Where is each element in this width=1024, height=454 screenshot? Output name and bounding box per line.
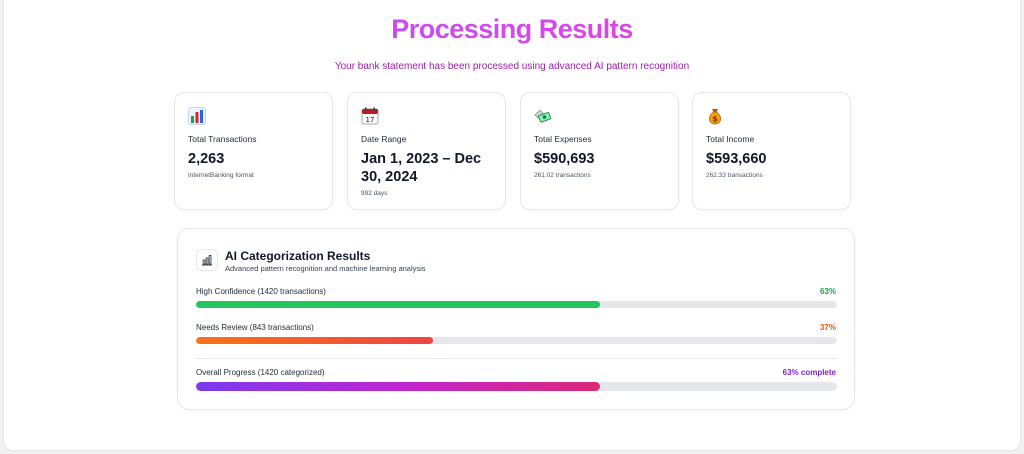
needs-review-label: Needs Review (843 transactions) bbox=[196, 323, 314, 332]
analytics-icon-box bbox=[196, 249, 218, 271]
high-confidence-progress-fill bbox=[196, 301, 600, 308]
section-description: Advanced pattern recognition and machine… bbox=[225, 264, 426, 273]
stat-value: Jan 1, 2023 – Dec 30, 2024 bbox=[361, 151, 482, 185]
svg-text:17: 17 bbox=[366, 116, 375, 124]
stat-card-total-expenses: Total Expenses $590,693 261.02 transacti… bbox=[520, 92, 679, 210]
stat-label: Date Range bbox=[361, 134, 407, 144]
section-title: AI Categorization Results bbox=[225, 249, 371, 263]
stat-card-total-income: $ Total Income $593,660 262.33 transacti… bbox=[692, 92, 851, 210]
svg-text:$: $ bbox=[712, 115, 718, 124]
overall-progress-track bbox=[196, 382, 837, 391]
needs-review-progress-fill bbox=[196, 337, 434, 344]
stat-label: Total Income bbox=[706, 134, 755, 144]
stat-value: $590,693 bbox=[534, 151, 595, 167]
overall-progress-label: Overall Progress (1420 categorized) bbox=[196, 368, 325, 377]
page-title: Processing Results bbox=[4, 14, 1020, 45]
stat-subtext: 261.02 transactions bbox=[534, 172, 591, 179]
stat-label: Total Expenses bbox=[534, 134, 592, 144]
high-confidence-percent: 63% bbox=[819, 287, 836, 296]
money-with-wings-icon bbox=[534, 109, 552, 123]
high-confidence-label: High Confidence (1420 transactions) bbox=[196, 287, 326, 296]
needs-review-percent: 37% bbox=[819, 323, 836, 332]
divider bbox=[196, 358, 837, 359]
bar-chart-icon bbox=[202, 255, 212, 266]
ai-categorization-card: AI Categorization Results Advanced patte… bbox=[177, 228, 855, 410]
stat-label: Total Transactions bbox=[188, 134, 257, 144]
stat-card-date-range: 17 Date Range Jan 1, 2023 – Dec 30, 2024… bbox=[347, 92, 506, 210]
page-subtitle: Your bank statement has been processed u… bbox=[334, 61, 690, 72]
calendar-icon: 17 bbox=[361, 107, 379, 125]
stat-value: 2,263 bbox=[188, 151, 225, 167]
overall-progress-percent: 63% complete bbox=[782, 368, 836, 377]
results-panel: Processing Results Your bank statement h… bbox=[3, 0, 1021, 451]
money-bag-icon: $ bbox=[709, 109, 721, 125]
stat-subtext: 262.33 transactions bbox=[706, 172, 763, 179]
stat-value: $593,660 bbox=[706, 151, 767, 167]
needs-review-progress-track bbox=[196, 337, 837, 344]
bar-chart-icon bbox=[188, 107, 206, 125]
overall-progress-fill bbox=[196, 382, 600, 391]
stat-card-total-transactions: Total Transactions 2,263 InternetBanking… bbox=[174, 92, 333, 210]
stat-subtext: InternetBanking format bbox=[188, 172, 254, 179]
stat-subtext: 992 days bbox=[361, 190, 388, 197]
high-confidence-progress-track bbox=[196, 301, 837, 308]
